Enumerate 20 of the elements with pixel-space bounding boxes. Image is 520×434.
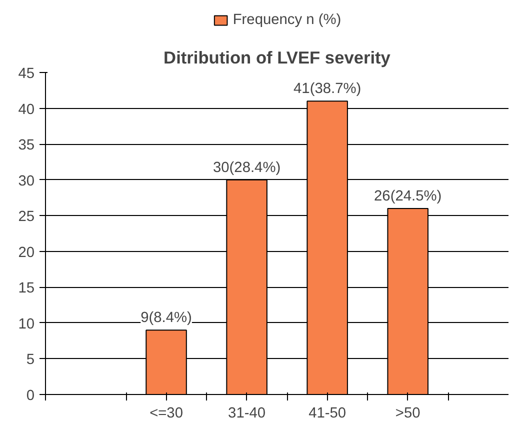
legend-label: Frequency n (%): [232, 12, 342, 28]
y-tick-label: 0: [26, 388, 35, 404]
y-tick-label: 40: [18, 102, 35, 118]
text: 30(28.4%): [212, 160, 281, 176]
x-tick-label: 31-40: [228, 406, 266, 422]
y-tick-label: 30: [18, 173, 35, 190]
text: 26(24.5%): [374, 188, 442, 204]
y-tick-label: 25: [18, 209, 35, 226]
y-tick-label: 20: [18, 244, 35, 261]
x-tick-label: 41-50: [308, 406, 346, 422]
y-tick-label: 45: [18, 66, 35, 82]
y-tick-label: 15: [18, 280, 35, 297]
x-tick-label: <=30: [150, 406, 183, 422]
x-tick-label: >50: [395, 406, 420, 422]
text: 41(38.7%): [294, 81, 362, 98]
y-tick-label: 5: [26, 352, 35, 368]
y-tick-label: 10: [18, 316, 35, 332]
text: 9(8.4%): [140, 310, 192, 326]
y-tick-label: 35: [18, 138, 35, 154]
chart-title: Ditribution of LVEF severity: [164, 48, 391, 68]
